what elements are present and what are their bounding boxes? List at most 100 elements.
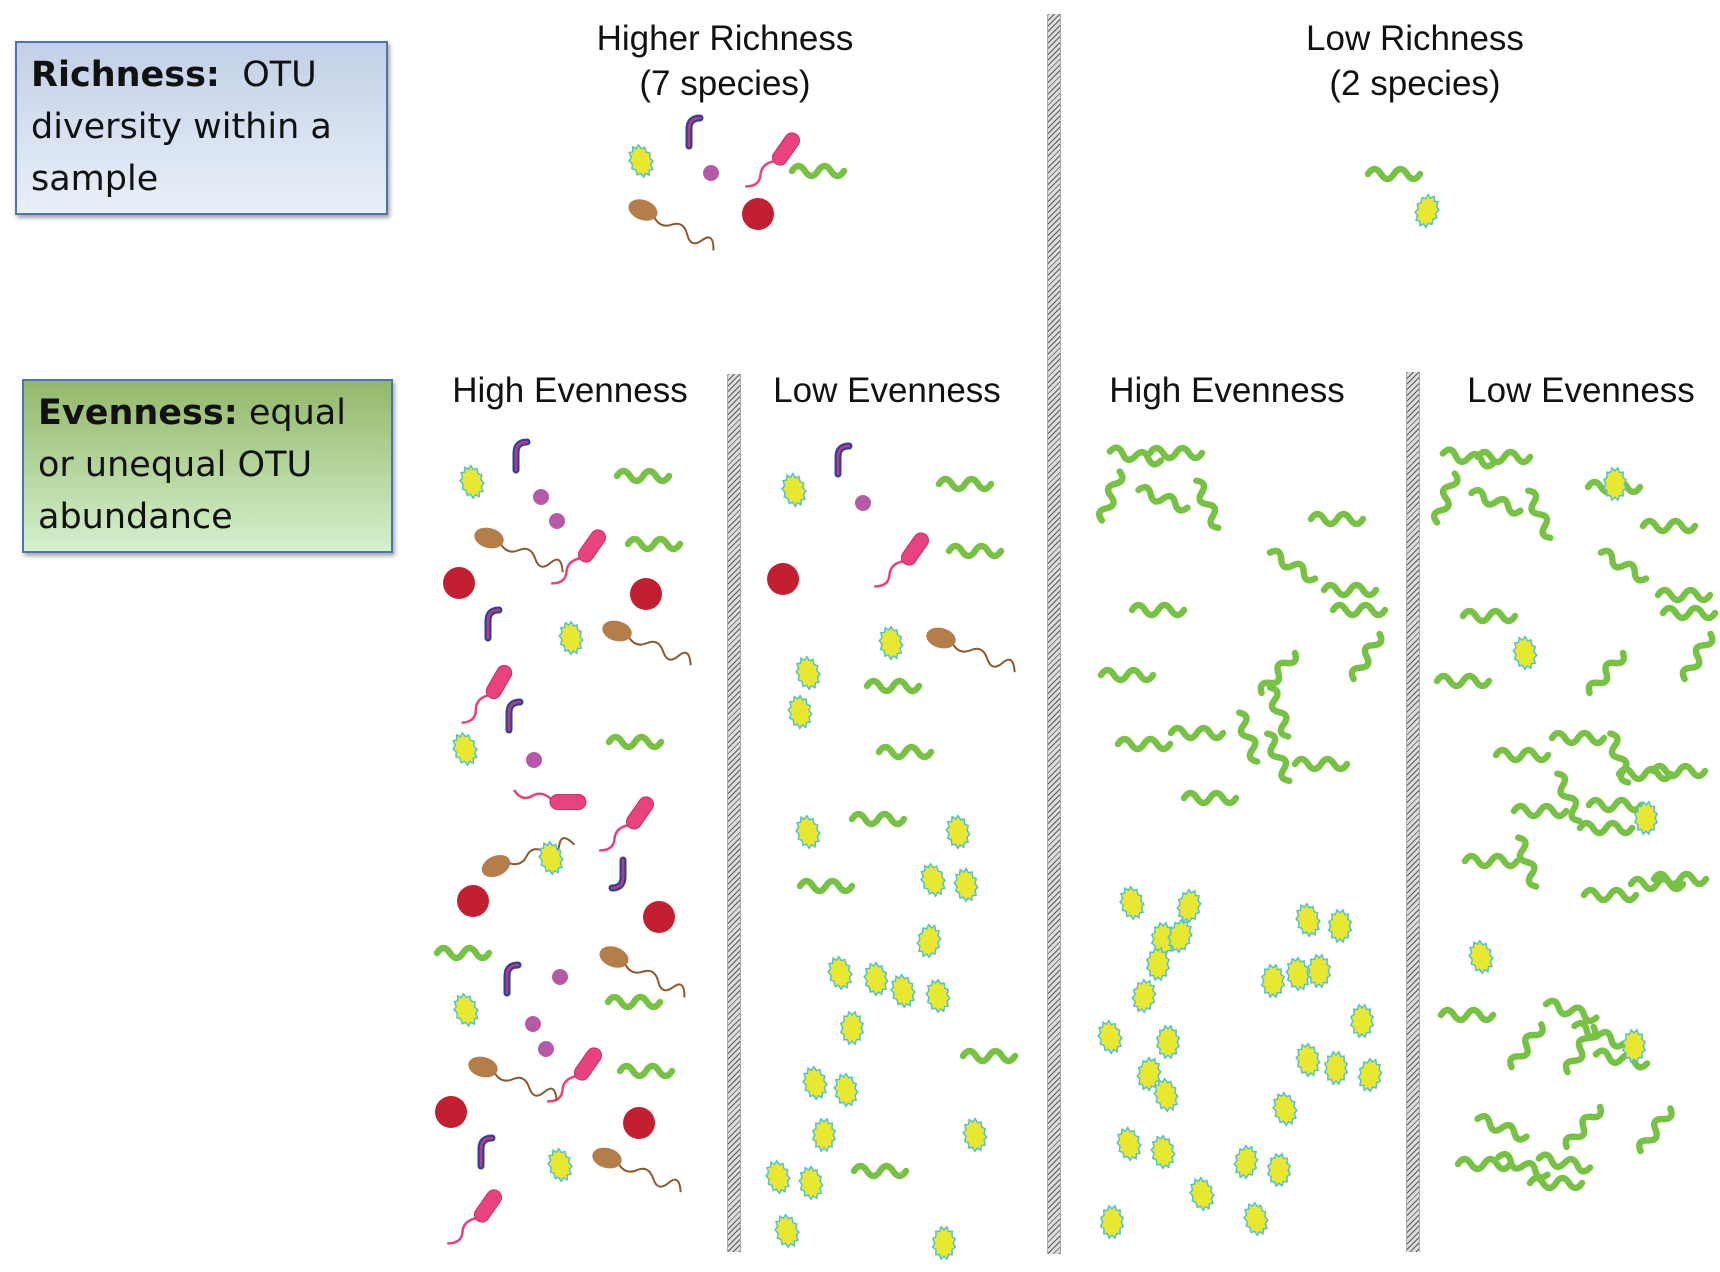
green-spirillum [1437, 1006, 1497, 1024]
purple-small-cocci [549, 513, 565, 529]
brown-flagellated-cell [926, 627, 1016, 673]
low-richness-count: (2 species) [1329, 64, 1501, 103]
yellow-spiky-cocci [1602, 466, 1628, 502]
yellow-spiky-cocci [781, 472, 807, 508]
high-evenness-heading-right: High Evenness [1109, 371, 1345, 410]
yellow-spiky-cocci [1285, 956, 1311, 992]
yellow-spiky-cocci [878, 625, 904, 661]
green-spirillum [624, 535, 684, 553]
green-spirillum [1615, 765, 1675, 783]
yellow-spiky-cocci [787, 694, 813, 730]
green-spirillum [605, 733, 665, 751]
green-spirillum [1592, 1047, 1651, 1071]
green-spirillum [1571, 1019, 1627, 1050]
yellow-spiky-cocci [962, 1117, 988, 1153]
pink-flagellated-rod [599, 796, 655, 852]
yellow-spiky-cocci [1306, 953, 1332, 989]
purple-small-cocci [552, 969, 568, 985]
yellow-spiky-cocci [1176, 888, 1202, 924]
green-spirillum [1659, 604, 1719, 622]
yellow-spiky-cocci [945, 814, 971, 850]
green-spirillum [1430, 470, 1461, 526]
green-spirillum [1627, 875, 1687, 893]
red-round-cocci [435, 1096, 467, 1128]
yellow-spiky-cocci [1131, 978, 1157, 1014]
purple-curved-rod [512, 438, 531, 474]
yellow-spiky-cocci [1167, 918, 1193, 954]
purple-curved-rod [608, 856, 627, 892]
red-round-cocci [742, 198, 774, 230]
green-spirillum [1468, 486, 1524, 517]
green-spirillum [1510, 802, 1570, 820]
yellow-spiky-cocci [1119, 885, 1145, 921]
yellow-spiky-cocci [1116, 1126, 1142, 1162]
purple-small-cocci [855, 495, 871, 511]
green-spirillum [1459, 607, 1519, 625]
green-spirillum [1580, 886, 1640, 904]
yellow-spiky-cocci [839, 1010, 865, 1046]
green-spirillum [1307, 510, 1367, 528]
green-spirillum [1562, 1103, 1605, 1151]
yellow-spiky-cocci [1097, 1019, 1123, 1055]
yellow-spiky-cocci [1512, 635, 1538, 671]
green-spirillum [1135, 483, 1191, 514]
brown-flagellated-cell [602, 620, 692, 666]
green-spirillum [959, 1047, 1019, 1065]
green-spirillum [1654, 586, 1714, 604]
green-spirillum [1507, 1021, 1546, 1071]
yellow-spiky-cocci [452, 731, 478, 767]
yellow-spiky-cocci [558, 620, 584, 656]
green-spirillum [850, 1162, 910, 1180]
green-spirillum [1433, 672, 1493, 690]
green-spirillum [433, 944, 493, 962]
purple-curved-rod [834, 442, 853, 478]
green-spirillum [1492, 746, 1552, 764]
green-spirillum [1097, 666, 1157, 684]
green-spirillum [1364, 165, 1424, 183]
green-spirillum [796, 877, 856, 895]
evenness-term: Evenness: [38, 393, 238, 433]
green-spirillum [1266, 547, 1319, 584]
pink-flagellated-rod [551, 529, 607, 585]
yellow-spiky-cocci [802, 1065, 828, 1101]
green-spirillum [1180, 789, 1240, 807]
pink-flagellated-rod [745, 132, 801, 188]
green-spirillum [1095, 468, 1126, 524]
yellow-spiky-cocci [1150, 921, 1176, 957]
green-spirillum [1639, 517, 1699, 535]
green-spirillum [604, 993, 664, 1011]
purple-curved-rod [477, 1134, 496, 1170]
yellow-spiky-cocci [890, 973, 916, 1009]
green-spirillum [1114, 735, 1174, 753]
pink-flagellated-rod [874, 532, 930, 588]
yellow-spiky-cocci [916, 923, 942, 959]
green-spirillum [863, 677, 923, 695]
richness-definition-box: Richness: OTU diversity within a sample [15, 41, 388, 215]
yellow-spiky-cocci [1633, 800, 1659, 836]
yellow-spiky-cocci [1468, 939, 1494, 975]
yellow-spiky-cocci [1272, 1091, 1298, 1127]
green-spirillum [1291, 755, 1351, 773]
purple-small-cocci [525, 1016, 541, 1032]
evenness-divider-right [1406, 372, 1420, 1252]
red-round-cocci [623, 1107, 655, 1139]
yellow-spiky-cocci [1323, 1050, 1349, 1086]
green-spirillum [1576, 819, 1636, 837]
green-spirillum [616, 1062, 676, 1080]
richness-divider [1047, 14, 1061, 1254]
pink-flagellated-rod [512, 789, 587, 810]
green-spirillum [1128, 601, 1188, 619]
low-richness-title: Low Richness [1306, 19, 1524, 58]
pink-flagellated-rod [447, 1189, 503, 1245]
green-spirillum [1515, 834, 1540, 890]
higher-richness-title: Higher Richness [596, 19, 854, 58]
yellow-spiky-cocci [1233, 1144, 1259, 1180]
higher-richness-count: (7 species) [639, 64, 811, 103]
low-evenness-heading-right: Low Evenness [1467, 371, 1695, 410]
green-spirillum [1167, 724, 1227, 742]
yellow-spiky-cocci [1295, 1042, 1321, 1078]
yellow-spiky-cocci [795, 655, 821, 691]
green-spirillum [1585, 649, 1628, 697]
high-evenness-heading-left: High Evenness [452, 371, 688, 410]
